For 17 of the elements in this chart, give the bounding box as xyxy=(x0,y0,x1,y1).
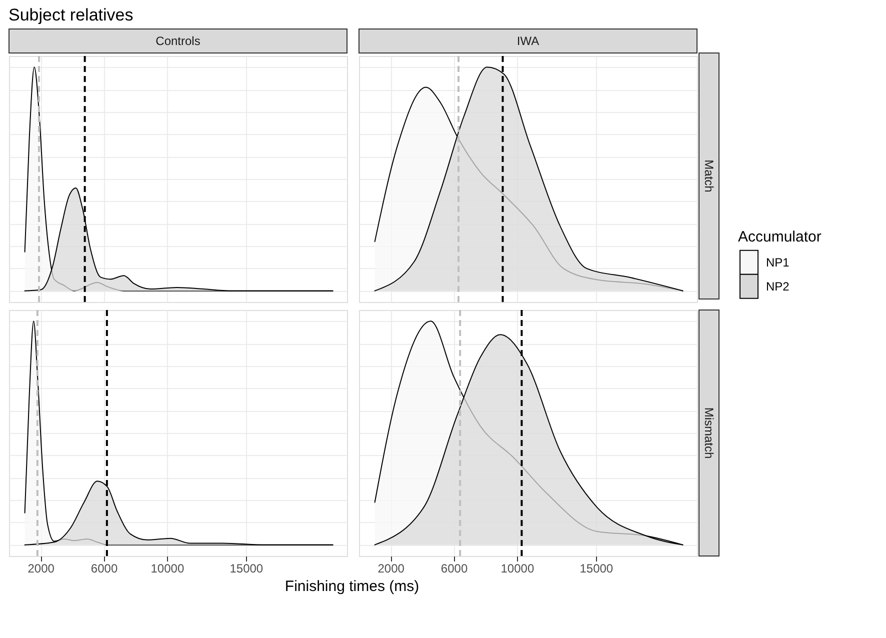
x-tick-label: 2000 xyxy=(28,562,55,576)
chart-title: IWA xyxy=(516,34,540,48)
legend-title: Accumulator xyxy=(738,228,822,246)
x-tick-label: 15000 xyxy=(580,562,614,576)
x-tick-label: 10000 xyxy=(150,562,184,576)
x-axis-title: Finishing times (ms) xyxy=(284,578,420,595)
text: Subject relatives xyxy=(8,6,134,24)
x-tick-label: 15000 xyxy=(230,562,264,576)
chart-title: Controls xyxy=(156,34,200,48)
y2-axis-title: Match xyxy=(702,160,716,192)
x-tick-label: 6000 xyxy=(90,562,118,576)
y2-axis-title: Mismatch xyxy=(702,407,716,459)
x-tick-label: 2000 xyxy=(378,562,405,576)
legend-label: NP1 xyxy=(766,255,790,270)
x-tick-label: 10000 xyxy=(500,562,534,576)
x-tick-label: 6000 xyxy=(440,562,468,576)
legend-label: NP2 xyxy=(766,279,790,294)
